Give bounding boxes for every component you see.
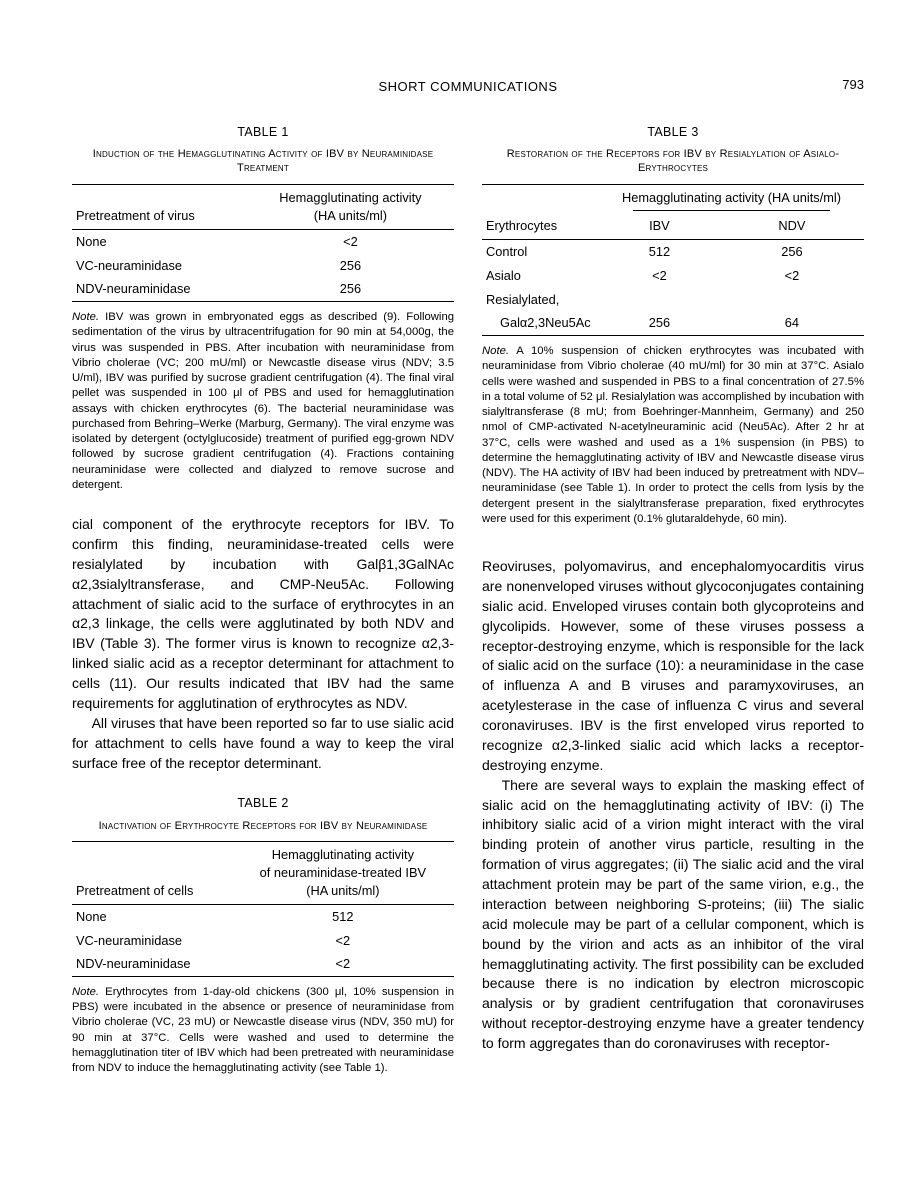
table1-label: TABLE 1	[72, 124, 454, 141]
paragraph: All viruses that have been reported so f…	[72, 714, 454, 774]
table2-label: TABLE 2	[72, 795, 454, 812]
table2-col2a: Hemagglutinating activity	[236, 846, 450, 864]
paragraph: Reoviruses, polyomavirus, and encephalom…	[482, 557, 864, 776]
two-column-layout: TABLE 1 Induction of the Hemagglutinatin…	[72, 124, 864, 1076]
table2-col1-head: Pretreatment of cells	[72, 843, 232, 902]
table-row: Galα2,3Neu5Ac 256 64	[482, 311, 864, 335]
table3-caption: Restoration of the Receptors for IBV by …	[482, 147, 864, 176]
table3-spanhead: Hemagglutinating activity (HA units/ml)	[599, 186, 864, 214]
paragraph: cial component of the erythrocyte recept…	[72, 515, 454, 714]
table3-label: TABLE 3	[482, 124, 864, 141]
table3-sub1: IBV	[599, 214, 720, 238]
table1-note: Note. IBV was grown in embryonated eggs …	[72, 310, 454, 493]
table-row: NDV-neuraminidase256	[72, 277, 454, 301]
running-head: SHORT COMMUNICATIONS	[378, 78, 557, 96]
paragraph: There are several ways to explain the ma…	[482, 776, 864, 1054]
table2-note-text: Erythrocytes from 1-day-old chickens (30…	[72, 986, 454, 1074]
table-row: Asialo <2 <2	[482, 264, 864, 288]
table3-note: Note. A 10% suspension of chicken erythr…	[482, 344, 864, 527]
table1: Pretreatment of virus Hemagglutinating a…	[72, 184, 454, 302]
table3-col1-head: Erythrocytes	[482, 186, 599, 238]
table-row: VC-neuraminidase256	[72, 254, 454, 278]
table2-col2b: of neuraminidase-treated IBV	[236, 864, 450, 882]
table-row: VC-neuraminidase<2	[72, 929, 454, 953]
left-column: TABLE 1 Induction of the Hemagglutinatin…	[72, 124, 454, 1076]
table1-col1-head: Pretreatment of virus	[72, 186, 247, 227]
table1-col2a: Hemagglutinating activity	[251, 189, 450, 207]
right-column: TABLE 3 Restoration of the Receptors for…	[482, 124, 864, 1076]
table1-col2b: (HA units/ml)	[251, 207, 450, 225]
table-row: Resialylated,	[482, 288, 864, 312]
table-row: Control 512 256	[482, 240, 864, 264]
table2-caption: Inactivation of Erythrocyte Receptors fo…	[72, 819, 454, 833]
table3: Erythrocytes Hemagglutinating activity (…	[482, 184, 864, 336]
table-row: NDV-neuraminidase<2	[72, 952, 454, 976]
left-body-text: cial component of the erythrocyte recept…	[72, 515, 454, 773]
table2-col2c: (HA units/ml)	[236, 882, 450, 900]
table1-note-text: IBV was grown in embryonated eggs as des…	[72, 311, 454, 491]
table3-note-text: A 10% suspension of chicken erythrocytes…	[482, 345, 864, 525]
table-row: None<2	[72, 230, 454, 254]
right-body-text: Reoviruses, polyomavirus, and encephalom…	[482, 557, 864, 1054]
table2-note: Note. Erythrocytes from 1-day-old chicke…	[72, 985, 454, 1077]
table3-sub2: NDV	[720, 214, 864, 238]
table1-col2-head: Hemagglutinating activity (HA units/ml)	[247, 186, 454, 227]
table1-caption: Induction of the Hemagglutinating Activi…	[72, 147, 454, 176]
page-number: 793	[842, 76, 864, 94]
table-row: None512	[72, 904, 454, 928]
table2: Pretreatment of cells Hemagglutinating a…	[72, 841, 454, 977]
table2-col2-head: Hemagglutinating activity of neuraminida…	[232, 843, 454, 902]
page-header: SHORT COMMUNICATIONS 793	[72, 78, 864, 96]
